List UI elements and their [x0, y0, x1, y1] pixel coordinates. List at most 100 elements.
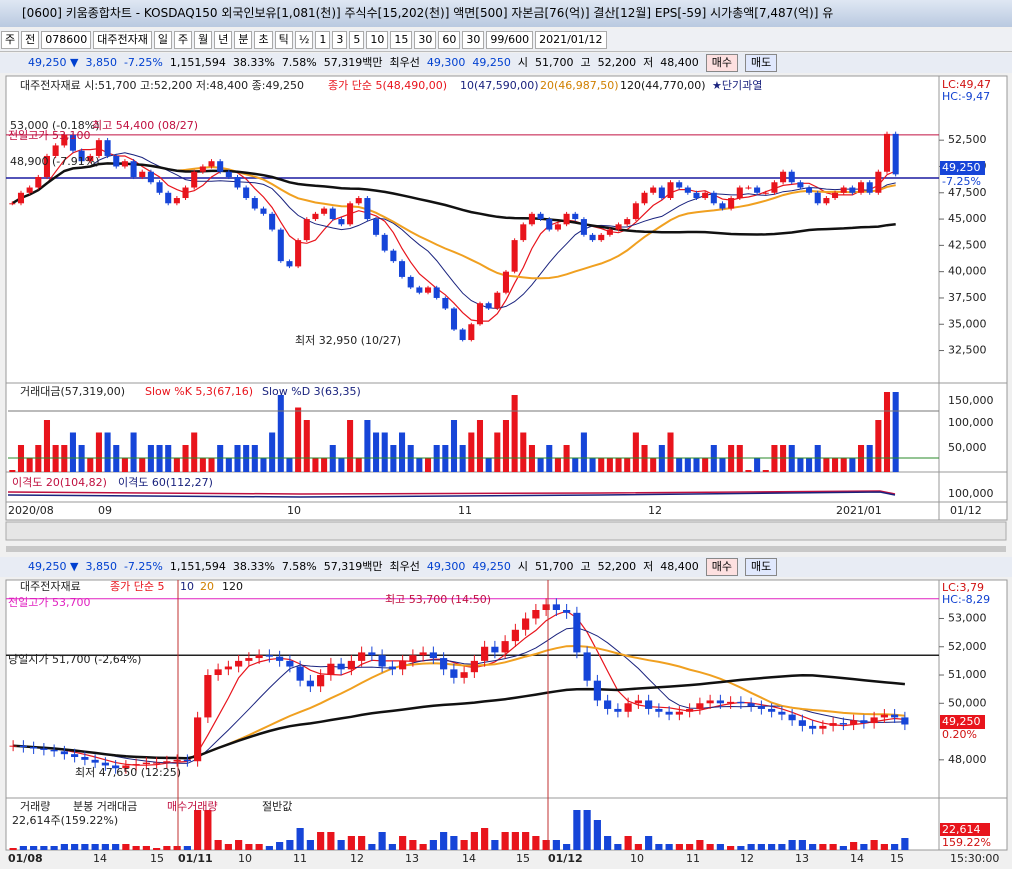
candle — [719, 203, 726, 209]
volume-bar — [71, 844, 79, 850]
candle — [832, 192, 839, 199]
candle — [840, 187, 847, 193]
candle — [501, 641, 509, 653]
toolbar-button[interactable]: 3 — [332, 31, 348, 49]
date-label: 11 — [458, 504, 472, 517]
volume-bar — [667, 432, 674, 472]
volume-bar — [614, 844, 622, 850]
legend: 120(44,770,00) — [620, 79, 706, 92]
volume-bar — [768, 844, 776, 850]
candle — [676, 182, 683, 188]
volume-bar — [809, 844, 817, 850]
y-tick-label: 48,000 — [948, 753, 987, 766]
volume-bar — [829, 844, 837, 850]
toolbar-button[interactable]: 30 — [462, 31, 485, 49]
volume-bar — [347, 420, 354, 472]
toolbar-button[interactable]: 초 — [254, 31, 273, 49]
candle — [71, 754, 79, 757]
annotation: 전일고가 53,100 — [8, 128, 90, 142]
volume-bar — [194, 810, 202, 850]
quote-volume: 1,151,594 — [169, 56, 226, 69]
toolbar-button[interactable]: 틱 — [274, 31, 293, 49]
right-label: 49,250 — [942, 715, 981, 728]
toolbar-button[interactable]: 10 — [366, 31, 389, 49]
scrollbar[interactable] — [5, 521, 1007, 541]
toolbar-button[interactable]: 일 — [153, 31, 172, 49]
toolbar-button[interactable]: 078600 — [41, 31, 92, 49]
candle — [225, 171, 232, 177]
volume-bar — [491, 840, 499, 850]
candle — [40, 748, 48, 750]
candle — [306, 680, 314, 687]
candle — [485, 303, 492, 309]
candle — [665, 711, 673, 715]
legend: 대주전자재료 시:51,700 고:52,200 저:48,400 종:49,2… — [20, 79, 304, 92]
volume-bar — [686, 844, 694, 850]
annotation: 최고 54,400 (08/27) — [92, 119, 198, 132]
volume-bar — [675, 844, 683, 850]
toolbar-button[interactable]: 15 — [390, 31, 413, 49]
candle — [650, 187, 657, 193]
toolbar-button[interactable]: 99/600 — [486, 31, 534, 49]
candle — [368, 652, 376, 656]
date-right: 01/12 — [950, 504, 982, 517]
quote-ask: 49,250 — [472, 56, 511, 69]
quote-change: 3,850 — [85, 560, 117, 573]
toolbar-button[interactable]: 5 — [349, 31, 365, 49]
candle — [183, 759, 191, 762]
moving-average — [176, 165, 896, 280]
time-label: 11 — [686, 852, 700, 865]
candle — [101, 762, 109, 766]
toolbar-button[interactable]: 60 — [438, 31, 461, 49]
candle — [716, 700, 724, 704]
toolbar-button[interactable]: 분 — [234, 31, 253, 49]
candle — [583, 652, 591, 681]
toolbar-button[interactable]: ½ — [294, 31, 314, 49]
toolbar-button[interactable]: 주 — [173, 31, 193, 49]
volume-bar — [537, 457, 544, 472]
toolbar-button[interactable]: 2021/01/12 — [535, 31, 607, 49]
toolbar-button[interactable]: 년 — [214, 31, 233, 49]
candle — [399, 660, 407, 670]
candle — [327, 663, 335, 676]
toolbar-button[interactable]: 30 — [414, 31, 437, 49]
toolbar-button[interactable]: 1 — [315, 31, 331, 49]
quote-sell[interactable]: 매도 — [745, 54, 778, 72]
quote-price: 49,250 ▼ — [28, 560, 79, 573]
candle — [163, 761, 171, 763]
volume-bar — [40, 846, 48, 850]
candle — [780, 171, 787, 183]
toolbar-button[interactable]: 주 — [1, 31, 20, 49]
toolbar-button[interactable]: 월 — [194, 31, 213, 49]
toolbar-button[interactable]: 대주전자재 — [93, 31, 152, 49]
quote-buy[interactable]: 매수 — [705, 54, 738, 72]
time-label: 12 — [350, 852, 364, 865]
vol-legend: 절반값 — [262, 800, 292, 813]
volume-bar — [208, 457, 215, 472]
candle — [303, 219, 310, 241]
quote-bid: 49,300 — [426, 560, 466, 573]
candle — [265, 655, 273, 657]
candle — [866, 182, 873, 193]
candle — [511, 240, 518, 272]
splitter[interactable] — [6, 546, 1006, 552]
volume-bar — [604, 836, 612, 850]
candle — [632, 203, 639, 220]
quote-buy[interactable]: 매수 — [705, 558, 738, 576]
y-tick-label: 47,500 — [948, 186, 987, 199]
volume-bar — [655, 844, 663, 850]
volume-bar — [501, 832, 509, 850]
candle — [768, 708, 776, 712]
toolbar-button[interactable]: 전 — [21, 31, 40, 49]
quote-sell[interactable]: 매도 — [745, 558, 778, 576]
candle — [470, 660, 478, 673]
volume-bar — [269, 432, 276, 472]
candle — [255, 655, 263, 659]
candle — [604, 700, 612, 709]
volume-bar — [295, 407, 302, 472]
volume-bar — [615, 457, 622, 472]
candle — [312, 213, 319, 220]
candle — [142, 762, 150, 765]
candle — [614, 708, 622, 712]
